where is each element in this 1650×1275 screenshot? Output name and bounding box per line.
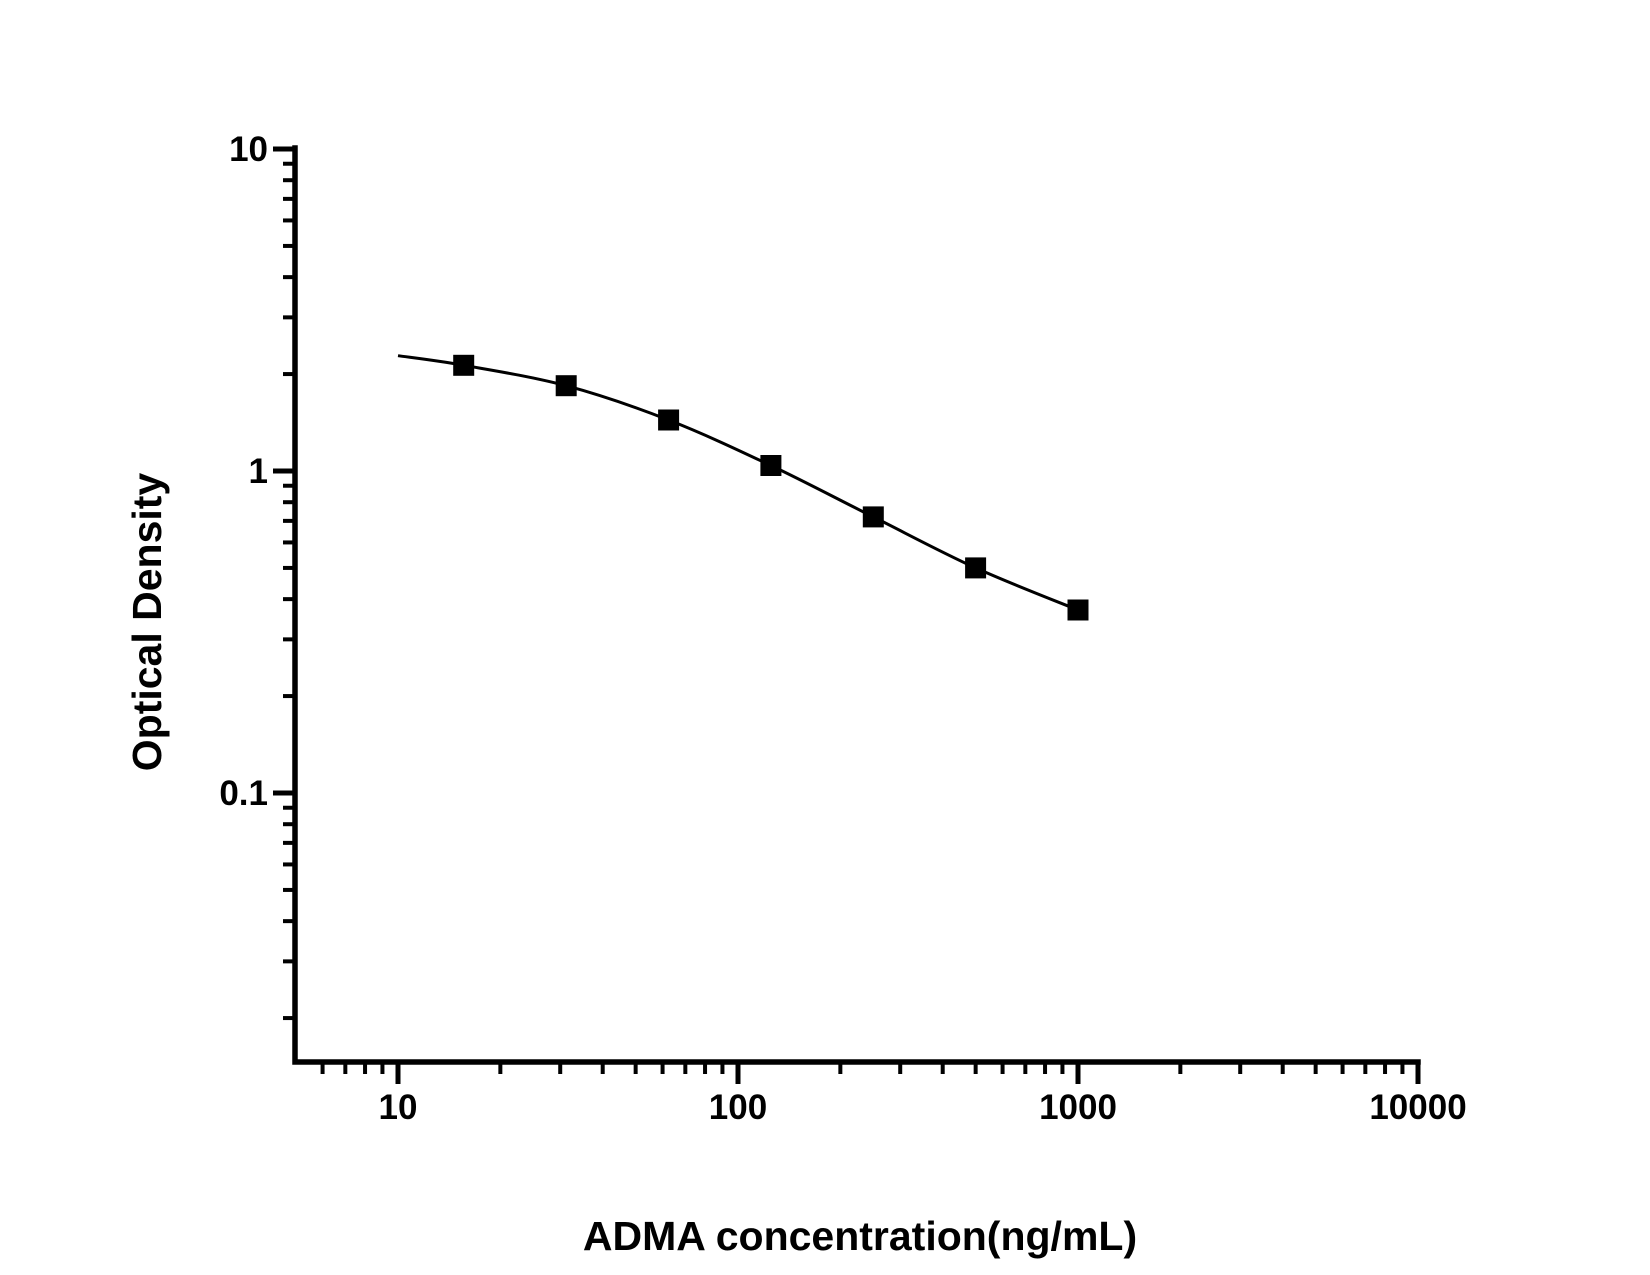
x-tick-label: 100 (709, 1088, 767, 1127)
axes (273, 145, 1421, 1084)
data-point-marker (862, 506, 884, 528)
data-point-marker (965, 557, 987, 579)
data-point-marker (658, 409, 680, 431)
y-tick-label: 10 (229, 130, 268, 169)
tick-labels: 10 100 1000 10000 10 1 0.1 (219, 130, 1466, 1127)
data-point-marker (555, 375, 577, 397)
data-point-marker (760, 455, 782, 476)
y-tick-label: 1 (249, 452, 268, 491)
plot-series (397, 354, 1089, 621)
x-tick-label: 1000 (1039, 1088, 1117, 1127)
x-tick-label: 10000 (1369, 1088, 1466, 1127)
x-tick-label: 10 (379, 1088, 418, 1127)
data-point-marker (453, 354, 475, 376)
y-tick-label: 0.1 (219, 774, 268, 813)
axis-line (292, 145, 1421, 1065)
y-axis-title: Optical Density (124, 473, 170, 772)
x-axis-title: ADMA concentration(ng/mL) (583, 1213, 1137, 1259)
data-point-marker (1067, 599, 1089, 621)
